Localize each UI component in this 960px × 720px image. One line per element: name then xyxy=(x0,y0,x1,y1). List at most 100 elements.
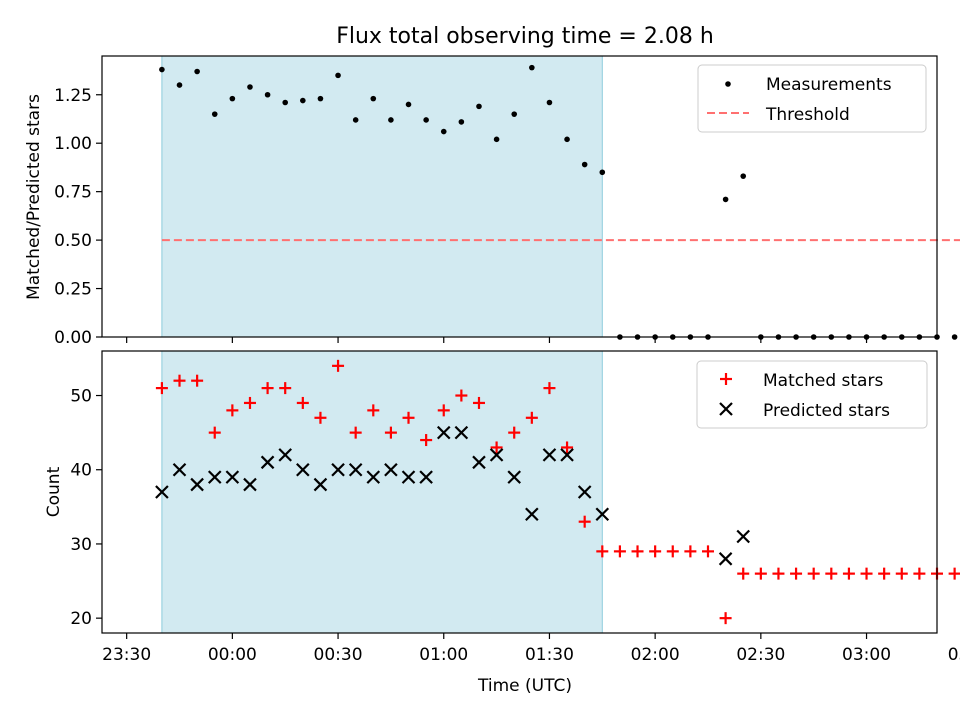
matched-star-point xyxy=(402,411,415,424)
matched-star-point xyxy=(596,545,609,558)
measurement-point xyxy=(493,136,500,143)
y-tick-label: 1.25 xyxy=(54,86,92,106)
matched-star-point xyxy=(314,411,327,424)
matched-star-point xyxy=(878,567,891,580)
measurement-point xyxy=(546,99,553,106)
matched-star-point xyxy=(719,612,732,625)
matched-star-point xyxy=(754,567,767,580)
predicted-star-point xyxy=(225,470,240,484)
matched-star-point xyxy=(490,441,503,454)
measurement-point xyxy=(599,169,606,176)
matched-star-point xyxy=(772,567,785,580)
matched-star-point xyxy=(543,382,556,395)
matched-star-point xyxy=(261,382,274,395)
matched-star-point xyxy=(367,404,380,417)
predicted-star-point xyxy=(348,462,363,477)
measurement-point xyxy=(564,136,570,143)
predicted-star-point xyxy=(172,462,187,477)
count-series xyxy=(155,359,960,625)
predicted-star-point xyxy=(436,425,451,440)
predicted-star-point xyxy=(542,448,557,462)
ratio-shaded-interval xyxy=(161,55,603,338)
matched-star-point xyxy=(807,567,820,580)
count-plot-frame xyxy=(101,350,938,634)
measurement-point xyxy=(440,128,447,135)
matched-star-point xyxy=(384,426,397,439)
matched-star-point xyxy=(895,567,908,580)
x-tick-label: 03:00 xyxy=(842,645,891,665)
measurement-point xyxy=(194,68,200,75)
predicted-star-point xyxy=(190,477,204,492)
matched-star-point xyxy=(208,426,221,439)
matched-star-point xyxy=(649,545,662,558)
measurement-point xyxy=(511,111,518,117)
y-tick-label: 20 xyxy=(70,609,92,629)
measurement-point xyxy=(458,119,465,125)
matched-star-point xyxy=(613,545,626,558)
y-tick-label: 0.25 xyxy=(54,280,92,300)
measurement-point xyxy=(352,117,359,123)
predicted-star-point xyxy=(401,470,416,484)
predicted-star-point xyxy=(736,529,751,544)
matched-star-point xyxy=(173,374,186,387)
measurement-point xyxy=(405,101,412,108)
predicted-star-point xyxy=(454,425,469,440)
x-tick-label: 01:30 xyxy=(525,645,574,665)
measurement-point xyxy=(529,64,535,71)
measurement-point xyxy=(264,91,271,98)
predicted-star-point xyxy=(560,448,574,462)
ratio-panel: 0.00 0.25 0.50 0.75 1.00 1.25 Matched/Predict… xyxy=(24,55,960,348)
predicted-star-point xyxy=(296,462,310,477)
legend-matched-label: Matched stars xyxy=(763,371,883,391)
predicted-star-point xyxy=(366,470,381,484)
y-tick-label: 1.00 xyxy=(54,134,92,154)
predicted-star-point xyxy=(331,462,345,477)
predicted-star-point xyxy=(577,485,592,499)
predicted-star-point xyxy=(472,455,486,470)
count-x-ticks: 23:30 00:00 00:30 01:00 01:30 02:00 02:30 03:00… xyxy=(102,633,960,665)
ratio-plot-frame xyxy=(101,55,938,338)
count-y-axis-label: Count xyxy=(44,466,64,517)
matched-star-point xyxy=(578,515,591,528)
y-tick-label: 0.00 xyxy=(54,328,92,348)
matched-star-point xyxy=(455,389,468,402)
predicted-star-point xyxy=(489,448,504,462)
legend-threshold-label: Threshold xyxy=(765,105,850,125)
matched-star-point xyxy=(155,382,168,395)
measurement-point xyxy=(476,103,482,110)
x-tick-label: 02:00 xyxy=(631,645,680,665)
y-tick-label: 50 xyxy=(70,387,92,407)
matched-star-point xyxy=(243,396,256,409)
predicted-star-point xyxy=(278,448,292,462)
measurement-point xyxy=(581,161,588,168)
predicted-star-point xyxy=(243,477,257,492)
matched-star-point xyxy=(349,426,362,439)
x-tick-label: 23:30 xyxy=(102,645,151,665)
predicted-star-point xyxy=(718,552,733,566)
measurement-point xyxy=(159,66,165,73)
y-tick-label: 40 xyxy=(70,461,92,481)
y-tick-label: 0.50 xyxy=(54,231,92,251)
measurement-point xyxy=(423,117,429,123)
x-tick-label: 00:30 xyxy=(314,645,363,665)
matched-star-point xyxy=(948,567,960,580)
predicted-star-point xyxy=(525,507,539,522)
measurement-point xyxy=(722,196,729,203)
measurement-point xyxy=(370,95,377,102)
matched-star-point xyxy=(737,567,750,580)
count-y-ticks: 20 30 40 50 xyxy=(70,387,102,629)
ratio-y-axis-label: Matched/Predicted stars xyxy=(24,94,44,300)
matched-star-point xyxy=(561,441,574,454)
matched-star-point xyxy=(631,545,644,558)
predicted-star-point xyxy=(207,470,222,484)
legend-predicted-label: Predicted stars xyxy=(763,401,890,421)
y-tick-label: 0.75 xyxy=(54,183,92,203)
measurement-point xyxy=(282,99,289,106)
measurement-point xyxy=(211,111,218,117)
matched-star-point xyxy=(825,567,838,580)
measurement-point xyxy=(229,95,236,102)
y-tick-label: 30 xyxy=(70,535,92,555)
predicted-star-point xyxy=(313,477,328,492)
x-tick-label: 02:30 xyxy=(736,645,785,665)
